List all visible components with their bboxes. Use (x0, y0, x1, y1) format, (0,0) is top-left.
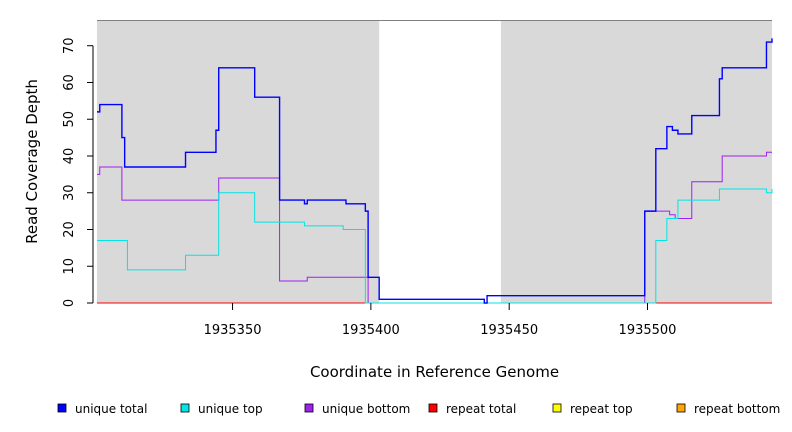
y-axis-title: Read Coverage Depth (23, 79, 41, 244)
series-line-unique-top (97, 188, 773, 304)
legend-swatch (304, 403, 314, 413)
y-tick-label: 40 (62, 148, 77, 165)
legend-label: unique total (75, 402, 147, 416)
y-tick-label: 50 (62, 111, 77, 128)
legend-item-unique-top: unique top (180, 402, 263, 416)
x-axis: 1935350 1935400 1935450 1935500 (204, 303, 677, 338)
series-layer (97, 38, 773, 304)
legend-label: unique top (198, 402, 263, 416)
y-tick-label: 10 (62, 258, 77, 275)
y-tick-label: 60 (62, 74, 77, 91)
x-tick-label: 1935400 (342, 323, 400, 338)
series-line-unique-total (97, 38, 773, 304)
legend-swatch (552, 403, 562, 413)
shaded-region-2 (500, 20, 772, 303)
legend-item-unique-total: unique total (57, 402, 147, 416)
shaded-region-1 (97, 20, 380, 303)
legend-label: repeat total (446, 402, 516, 416)
legend-item-unique-bottom: unique bottom (304, 402, 410, 416)
x-axis-title: Coordinate in Reference Genome (310, 363, 559, 381)
legend-label: unique bottom (322, 402, 410, 416)
x-tick-label: 1935450 (480, 323, 538, 338)
y-tick-label: 30 (62, 184, 77, 201)
y-tick-label: 0 (62, 299, 77, 307)
x-tick-label: 1935350 (204, 323, 262, 338)
legend-label: repeat top (570, 402, 633, 416)
y-tick-label: 70 (62, 37, 77, 54)
x-tick-label: 1935500 (619, 323, 677, 338)
legend-label: repeat bottom (694, 402, 780, 416)
legend-item-repeat-total: repeat total (428, 402, 516, 416)
legend-swatch (428, 403, 438, 413)
legend-swatch (676, 403, 686, 413)
legend-item-repeat-bottom: repeat bottom (676, 402, 780, 416)
y-axis: 0 10 20 30 40 50 60 70 (62, 37, 94, 307)
legend-swatch (180, 403, 190, 413)
y-tick-label: 20 (62, 221, 77, 238)
legend: unique total unique top unique bottom repea… (57, 402, 780, 416)
legend-swatch (57, 403, 67, 413)
legend-item-repeat-top: repeat top (552, 402, 633, 416)
